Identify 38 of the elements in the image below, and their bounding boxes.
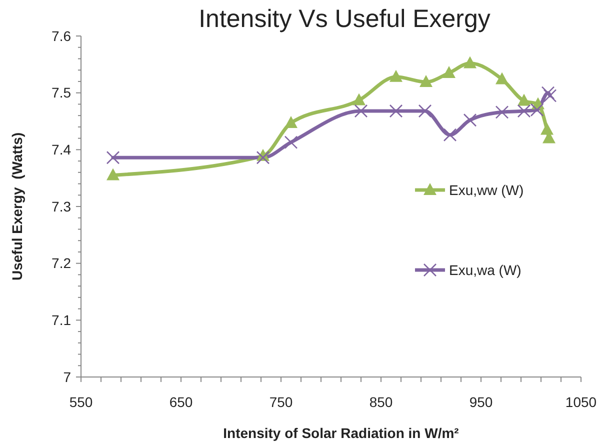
point [418,104,432,118]
x-tick-label: 650 [169,394,193,410]
x-axis-title: Intensity of Solar Radiation in W/m² [223,425,460,441]
chart-title: Intensity Vs Useful Exergy [198,5,491,33]
legend-label: Exu,ww (W) [449,182,524,198]
point [390,70,402,82]
y-tick-label: 7 [63,368,72,385]
point [389,104,403,118]
y-tick-label: 7.2 [52,255,72,272]
point [352,93,366,106]
legend-label: Exu,wa (W) [449,262,522,278]
point [256,150,270,164]
point [518,94,530,106]
point [496,72,508,84]
point [106,168,120,180]
point [443,128,457,142]
point [540,122,554,135]
point [442,66,456,78]
y-tick-label: 7.5 [52,84,72,101]
x-tick-label: 550 [69,394,93,410]
point [463,113,477,127]
point [464,56,476,68]
y-tick-label: 7.6 [52,28,72,44]
y-tick-label: 7.3 [52,198,72,214]
point [495,106,509,119]
point [543,89,557,102]
point [106,150,120,164]
y-axis-title: Useful Exergy (Watts) [9,132,25,281]
y-tick-label: 7.1 [52,312,72,328]
x-tick-label: 750 [269,394,293,410]
x-tick-label: 850 [369,394,393,410]
point [284,116,298,128]
point [284,136,298,149]
y-tick-label: 7.4 [52,142,72,158]
x-tick-label: 950 [469,394,493,410]
point [354,104,368,118]
point [420,75,432,88]
x-tick-label: 1050 [565,394,597,410]
